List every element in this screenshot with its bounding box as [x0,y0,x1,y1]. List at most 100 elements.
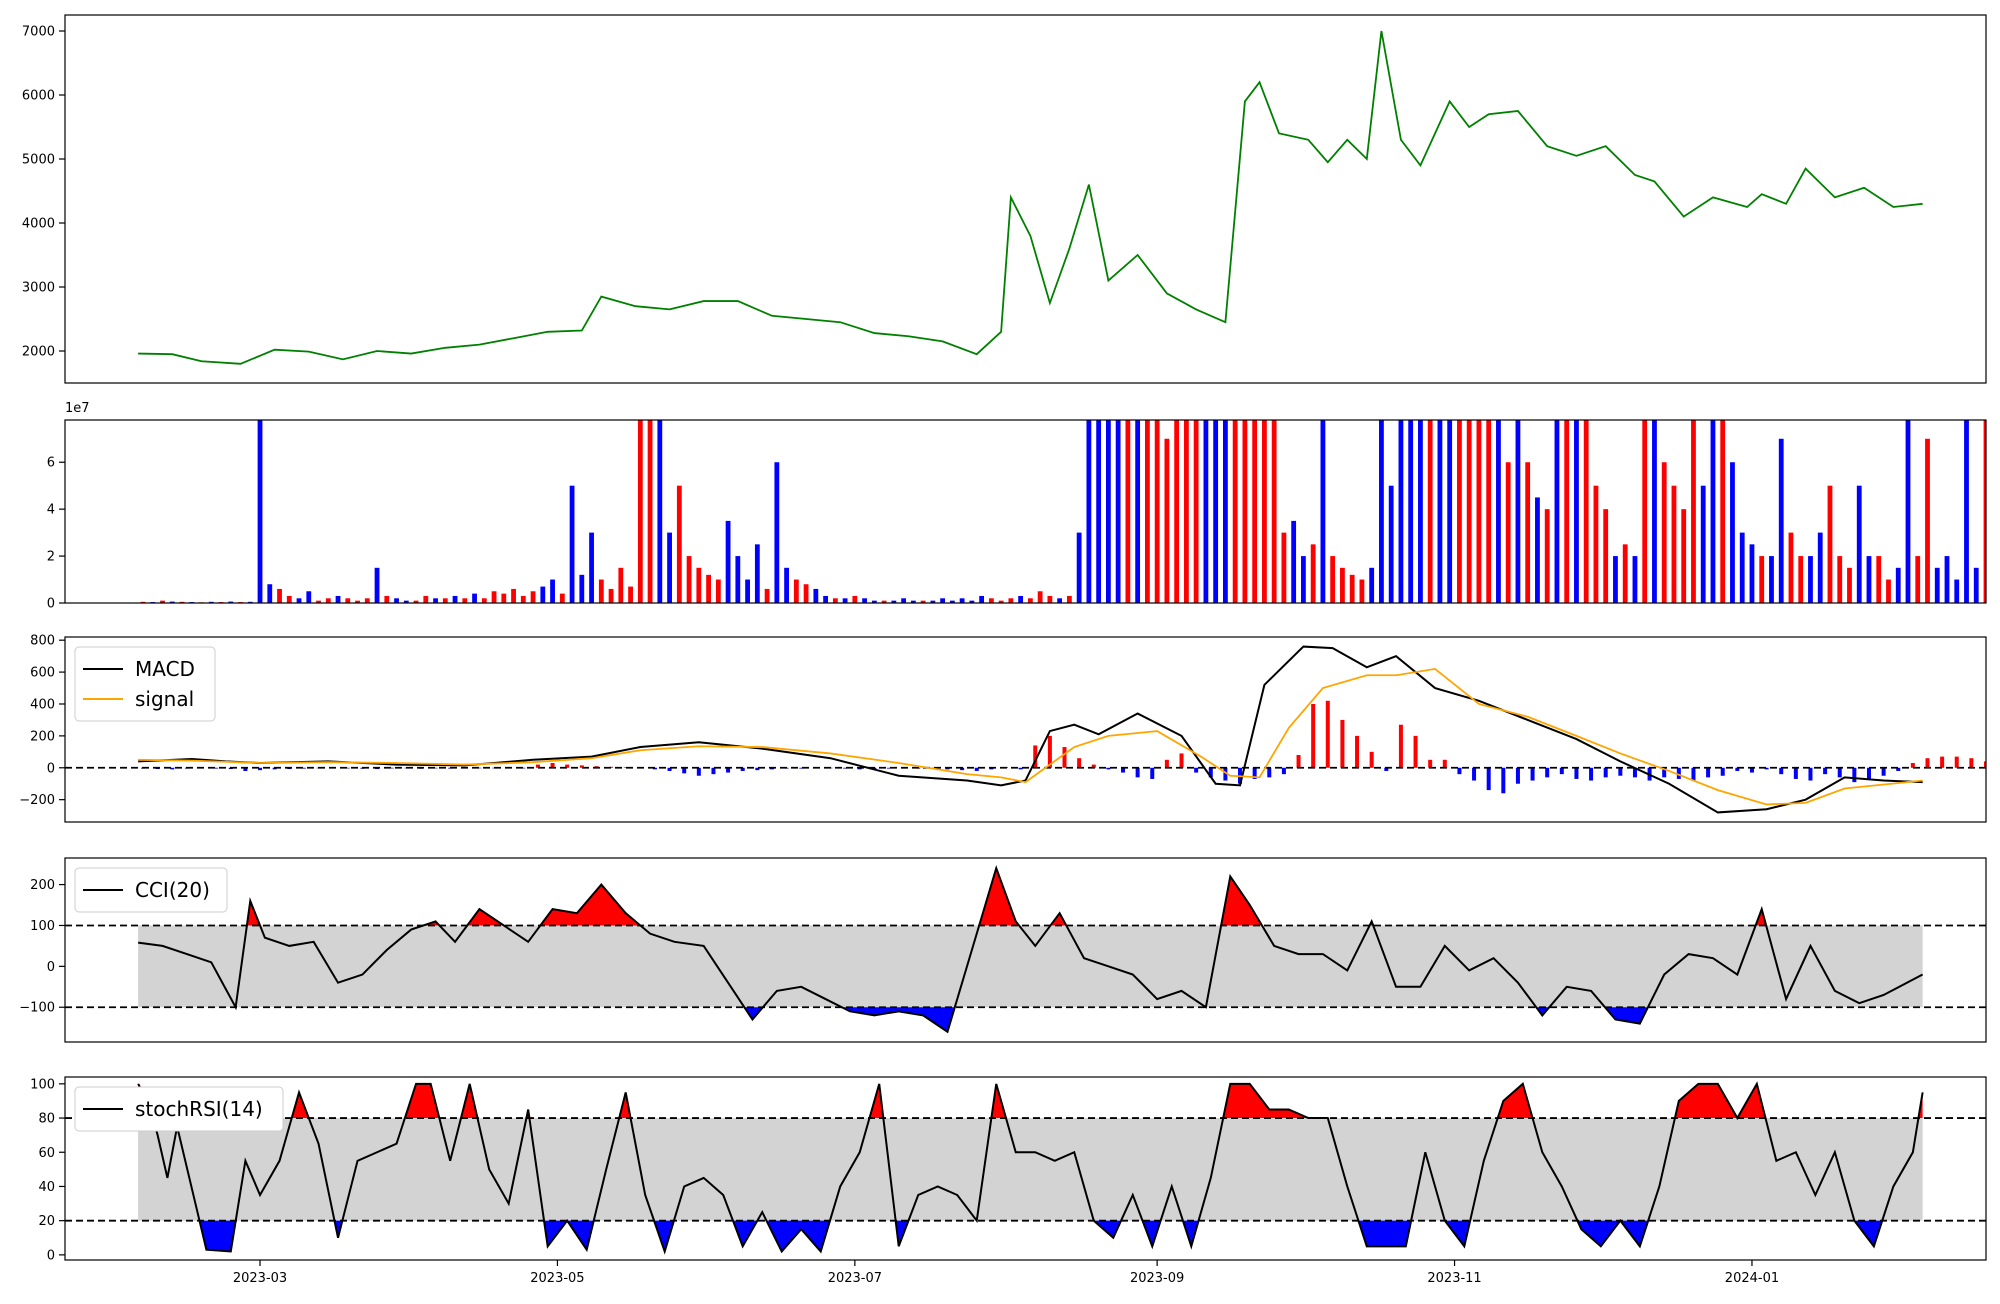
macd-histogram-bar [1662,767,1667,778]
macd-histogram-bar [1340,719,1345,768]
volume-bar [1671,485,1677,603]
macd-histogram-bar [1559,767,1564,775]
macd-histogram-bar [1267,767,1272,778]
volume-bar [1203,420,1209,603]
volume-bar [1944,556,1950,603]
volume-bar [286,595,292,603]
macd-histogram-bar [1735,767,1740,771]
volume-bar [1047,595,1053,603]
macd-ytick-label: 800 [30,634,55,649]
macd-histogram-bar [1355,735,1360,768]
volume-bar [745,579,750,603]
stochrsi-neutral-band [138,1118,1923,1221]
volume-bar [754,544,760,603]
volume-bar [657,420,663,603]
macd-histogram-bar [1910,762,1915,768]
volume-ytick-label: 6 [47,456,55,471]
macd-histogram-bar [1091,764,1096,768]
stochrsi-ytick-label: 0 [47,1248,55,1263]
macd-histogram-bar [1925,758,1930,768]
volume-bar [686,556,692,603]
volume-bar [530,591,536,603]
volume-bar [511,588,516,603]
cci-legend [74,867,228,913]
macd-histogram-bar [623,767,628,768]
volume-bar [1447,420,1453,603]
cci-ytick-label: 0 [47,960,55,975]
volume-bar [832,598,838,603]
price-ytick-label: 7000 [22,25,55,40]
x-tick-label: 2023-03 [233,1271,287,1286]
stochrsi-legend [74,1086,284,1132]
volume-bar [1525,462,1531,603]
macd-ytick-label: −200 [19,793,55,808]
price-ytick-label: 2000 [22,345,55,360]
volume-bar [852,595,858,603]
price-panel: 2000 3000 4000 5000 6000 7000 [22,14,1987,384]
stochrsi-legend-label: stochRSI(14) [135,1097,263,1121]
volume-bar [998,600,1004,603]
volume-bar [1476,420,1482,603]
macd-histogram-bar [550,762,555,768]
volume-bar [813,588,819,603]
volume-bar [1973,567,1979,603]
stochrsi-overbought-fill [138,1083,1923,1119]
volume-bar [1105,420,1111,603]
volume-bar [589,532,594,603]
volume-bar [345,598,351,603]
volume-bar [423,595,429,603]
macd-series-line-0 [138,645,1923,814]
volume-bar [316,600,321,603]
volume-bar [1330,556,1336,603]
volume-bar [784,567,789,603]
volume-bar [1174,420,1180,603]
volume-bar [257,420,263,603]
volume-bar [969,600,975,603]
stochrsi-frame [64,1076,1987,1261]
volume-bar [1125,420,1131,603]
volume-bar [1622,544,1628,603]
macd-legend-label: signal [135,687,194,711]
x-tick-label: 2023-05 [530,1271,584,1286]
volume-bar [1281,532,1287,603]
volume-bar [647,420,653,603]
volume-bar [1710,420,1716,603]
macd-histogram-bar [389,767,394,769]
volume-bar [608,588,614,603]
volume-bar [1427,420,1433,603]
volume-panel: 0 2 4 6 1e7 [47,401,1987,612]
volume-bar [1856,485,1862,603]
volume-bar [1408,420,1414,603]
volume-bar [988,598,994,603]
macd-histogram-bar [1208,767,1213,778]
volume-bar [1827,485,1833,603]
macd-histogram-bar [740,767,745,771]
volume-bar [433,598,438,603]
macd-histogram-bar [1969,758,1974,768]
cci-overbought-fill [138,869,1923,926]
volume-bar [1027,598,1033,603]
macd-histogram-bar [1281,767,1286,775]
volume-bar [715,579,721,603]
price-ytick-label: 4000 [22,217,55,232]
macd-histogram-bar [1779,767,1784,775]
volume-bar [1164,438,1170,603]
volume-bar [481,598,487,603]
volume-bar [1505,462,1511,603]
macd-histogram-bar [1603,767,1608,778]
macd-histogram-bar [258,767,263,771]
volume-bar [1369,567,1375,603]
volume-bar [306,591,312,603]
volume-bar [1232,420,1238,603]
macd-ytick-label: 0 [47,761,55,776]
volume-bar [949,600,955,603]
volume-bar [667,532,672,603]
macd-histogram-bar [1720,767,1725,776]
macd-histogram-bar [345,767,350,769]
volume-bar [1603,509,1609,603]
volume-bar [228,601,234,603]
volume-bar [1593,485,1599,603]
volume-bar [1837,556,1843,603]
macd-histogram-bar [565,764,570,768]
